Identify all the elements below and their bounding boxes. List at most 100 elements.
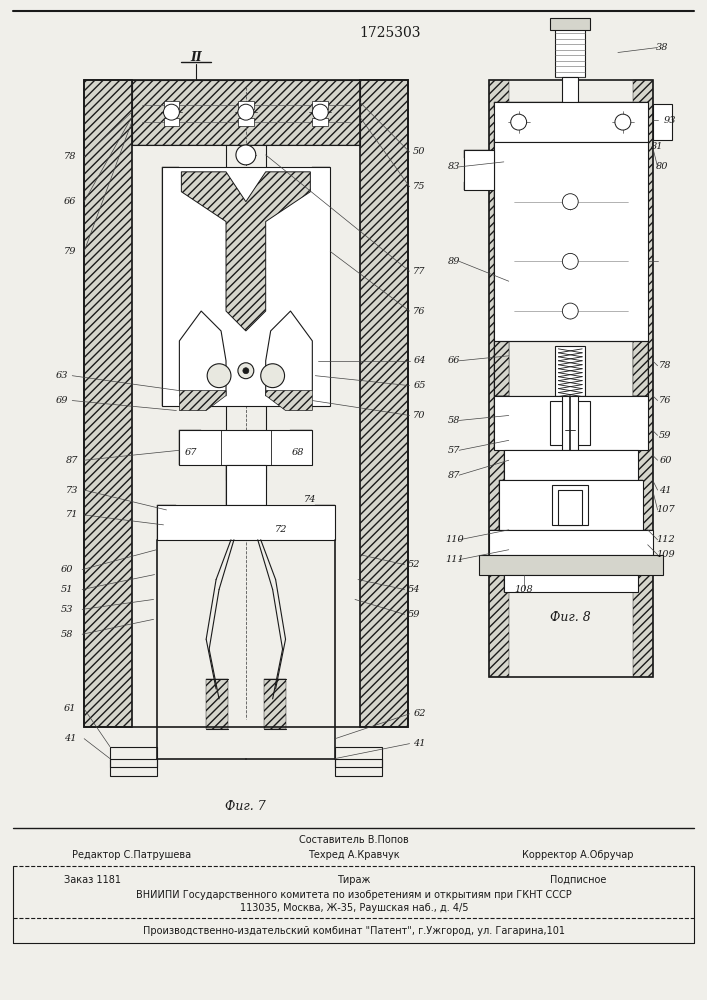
Circle shape [238,363,254,379]
Text: 72: 72 [274,525,287,534]
Bar [163,101,180,109]
Text: 78: 78 [660,361,672,370]
Bar [163,118,180,126]
Bar [264,679,286,729]
Text: 93: 93 [663,116,676,125]
Bar [464,150,494,190]
Bar [161,167,330,406]
Bar [633,341,648,396]
Bar [226,465,234,505]
Text: 58: 58 [61,630,74,639]
Text: Составитель В.Попов: Составитель В.Попов [299,835,409,845]
Text: 66: 66 [448,356,460,365]
Bar [562,77,578,102]
Text: 108: 108 [514,585,533,594]
Text: II: II [190,51,202,64]
Bar [494,396,509,450]
Bar [156,505,177,540]
Bar [132,80,360,145]
Polygon shape [182,172,310,331]
Circle shape [261,364,284,388]
Bar [258,465,266,505]
Bar [226,465,266,505]
Bar [132,80,360,145]
Bar [494,396,648,450]
Bar [180,430,201,465]
Bar [633,142,648,341]
Text: 71: 71 [66,510,78,519]
Circle shape [562,303,578,319]
Circle shape [243,368,249,374]
Bar [551,401,590,445]
Bar [559,490,582,525]
Text: 87: 87 [66,456,78,465]
Bar [633,396,648,450]
Text: Заказ 1181: Заказ 1181 [64,875,121,885]
Text: 89: 89 [448,257,460,266]
Text: Редактор С.Патрушева: Редактор С.Патрушева [72,850,192,860]
Text: Тираж: Тираж [337,875,370,885]
Circle shape [510,114,527,130]
Text: 59: 59 [660,431,672,440]
Bar [489,530,653,540]
Bar [556,346,585,396]
Circle shape [238,104,254,120]
Text: 64: 64 [413,356,426,365]
Text: 57: 57 [448,446,460,455]
Bar [84,80,407,727]
Bar [494,142,509,341]
Text: Фиг. 7: Фиг. 7 [226,800,267,813]
Bar [238,101,254,109]
Text: 107: 107 [656,505,675,514]
Text: 87: 87 [448,471,460,480]
Text: 58: 58 [448,416,460,425]
Bar [499,480,643,530]
Circle shape [236,145,256,165]
Text: 1725303: 1725303 [359,26,421,40]
Text: 63: 63 [56,371,69,380]
Bar [504,450,638,480]
Bar [180,430,312,465]
Text: 50: 50 [413,147,426,156]
Text: 74: 74 [304,495,317,504]
Bar [238,118,254,126]
Circle shape [562,194,578,210]
Text: Производственно-издательский комбинат "Патент", г.Ужгород, ул. Гагарина,101: Производственно-издательский комбинат "П… [143,926,565,936]
Text: 76: 76 [413,307,426,316]
Text: 54: 54 [408,585,421,594]
Bar [489,530,653,555]
Text: 77: 77 [413,267,426,276]
Bar [312,101,328,109]
Text: 52: 52 [408,560,421,569]
Bar [464,150,494,158]
Text: 38: 38 [656,43,669,52]
Bar [504,575,638,592]
Bar [479,555,662,575]
Text: 41: 41 [64,734,76,743]
Bar [206,679,228,729]
Text: 80: 80 [656,162,669,171]
Bar [312,167,330,406]
Bar [499,480,517,530]
Text: 81: 81 [651,142,664,151]
Bar [556,28,585,77]
Bar [335,747,382,767]
Bar [464,182,494,190]
Circle shape [615,114,631,130]
Text: ВНИИПИ Государственного комитета по изобретениям и открытиям при ГКНТ СССР: ВНИИПИ Государственного комитета по изоб… [136,890,572,900]
Bar [562,396,578,450]
Text: 41: 41 [413,739,426,748]
Bar [360,80,407,727]
Bar [551,18,590,30]
Bar [552,485,588,525]
Bar [110,747,156,767]
Text: 41: 41 [660,486,672,495]
Text: 79: 79 [64,247,76,256]
Bar [504,575,638,592]
Text: 76: 76 [660,396,672,405]
Text: Подписное: Подписное [550,875,607,885]
Text: 60: 60 [61,565,74,574]
Text: 67: 67 [185,448,197,457]
Text: 83: 83 [448,162,460,171]
Polygon shape [266,391,312,410]
